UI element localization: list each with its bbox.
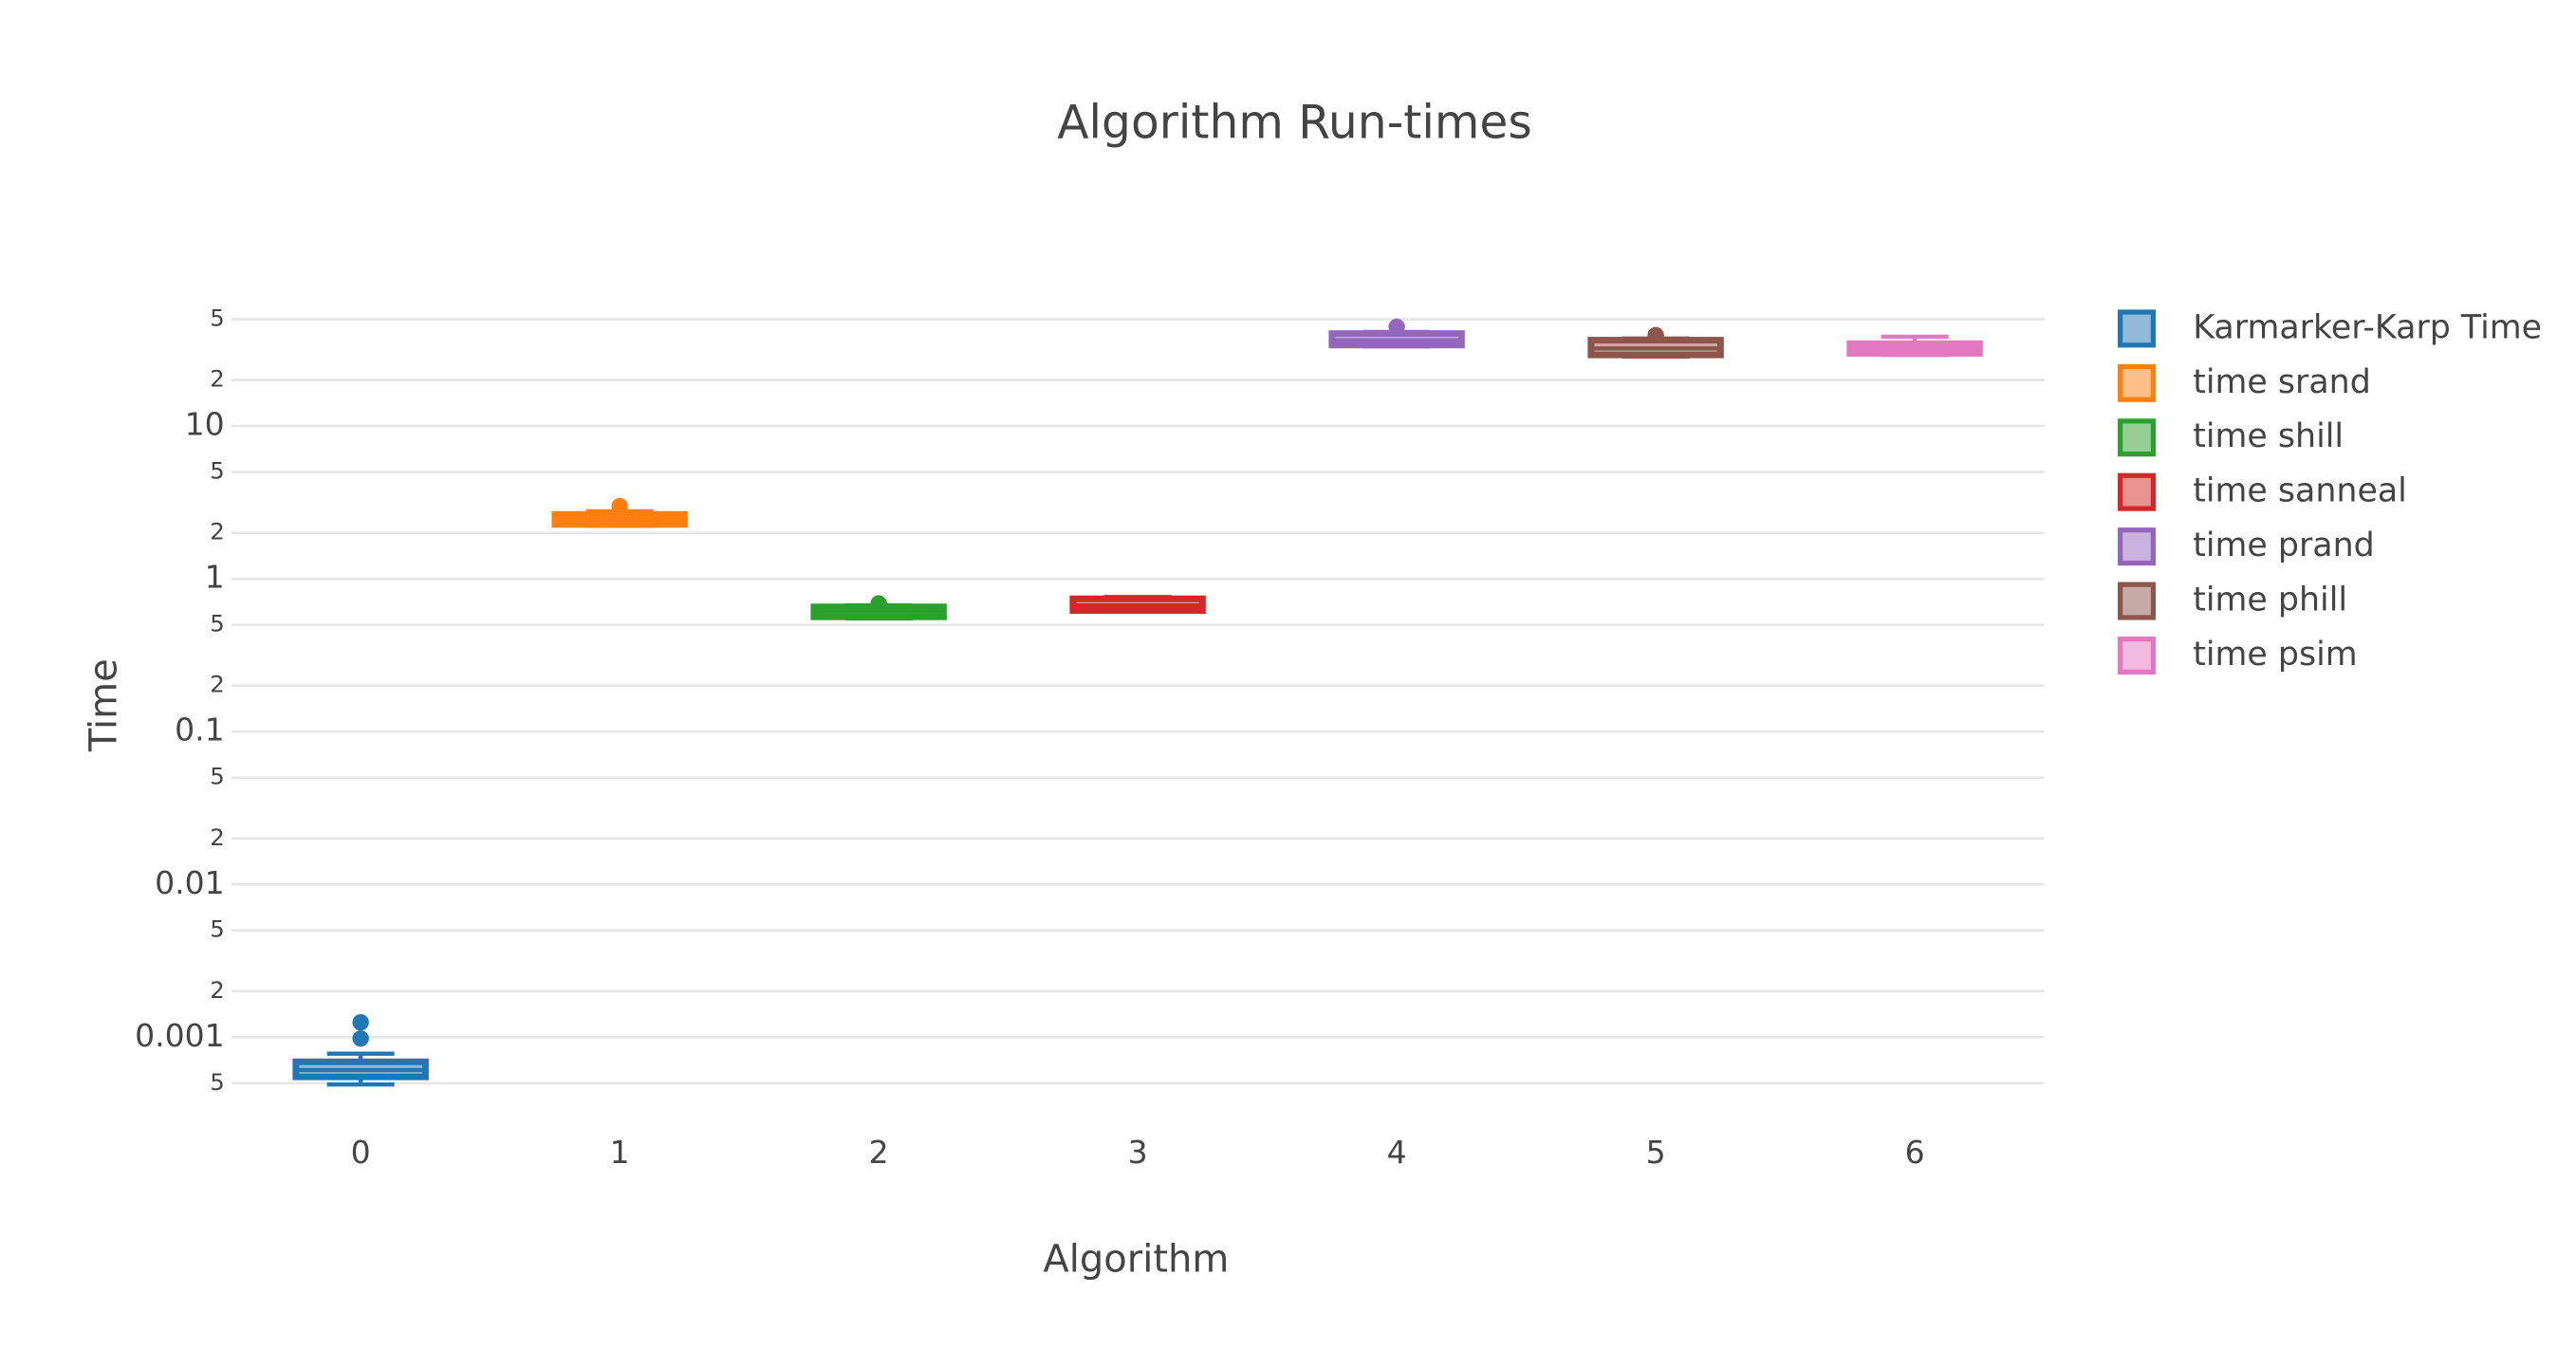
y-tick-label: 5 xyxy=(210,305,225,332)
legend-label[interactable]: Karmarker-Karp Time xyxy=(2193,308,2542,346)
y-tick-label: 5 xyxy=(210,763,225,790)
legend-label[interactable]: time srand xyxy=(2193,363,2371,401)
y-tick-label: 5 xyxy=(210,915,225,943)
x-tick-label: 6 xyxy=(1905,1134,1925,1171)
y-tick-label: 5 xyxy=(210,457,225,485)
outlier xyxy=(611,497,628,515)
y-tick-label: 5 xyxy=(210,1068,225,1096)
x-tick-label: 4 xyxy=(1387,1134,1407,1171)
legend-swatch[interactable] xyxy=(2118,527,2157,566)
x-tick-label: 3 xyxy=(1128,1134,1148,1171)
legend-swatch[interactable] xyxy=(2118,418,2157,457)
y-tick-label: 2 xyxy=(210,671,225,698)
y-tick-label: 0.001 xyxy=(135,1017,225,1054)
x-tick-label: 1 xyxy=(610,1134,630,1171)
x-tick-label: 0 xyxy=(351,1134,371,1171)
y-tick-label: 0.1 xyxy=(175,711,225,748)
legend-label[interactable]: time phill xyxy=(2193,582,2347,619)
outlier xyxy=(1647,326,1664,344)
outlier xyxy=(1388,318,1405,336)
legend-swatch[interactable] xyxy=(2118,309,2157,348)
y-tick-label: 10 xyxy=(185,406,225,443)
y-tick-label: 2 xyxy=(210,976,225,1004)
legend-label[interactable]: time prand xyxy=(2193,527,2375,564)
outlier xyxy=(870,595,887,612)
y-tick-label: 2 xyxy=(210,365,225,393)
legend-swatch[interactable] xyxy=(2118,363,2157,402)
legend-swatch[interactable] xyxy=(2118,582,2157,620)
legend-label[interactable]: time sanneal xyxy=(2193,472,2407,510)
y-tick-label: 2 xyxy=(210,518,225,545)
outlier xyxy=(352,1014,369,1031)
x-axis-title: Algorithm xyxy=(1043,1238,1229,1282)
y-tick-label: 2 xyxy=(210,823,225,851)
y-tick-label: 5 xyxy=(210,610,225,638)
legend-swatch[interactable] xyxy=(2118,472,2157,511)
legend-label[interactable]: time psim xyxy=(2193,636,2357,674)
y-tick-label: 1 xyxy=(205,559,225,596)
outlier xyxy=(352,1030,369,1047)
legend-label[interactable]: time shill xyxy=(2193,417,2344,455)
x-tick-label: 2 xyxy=(869,1134,889,1171)
chart-title: Algorithm Run-times xyxy=(1057,96,1532,149)
x-tick-label: 5 xyxy=(1646,1134,1666,1171)
legend-swatch[interactable] xyxy=(2118,636,2157,675)
y-tick-label: 0.01 xyxy=(155,864,225,901)
y-axis-title: Time xyxy=(82,658,125,752)
